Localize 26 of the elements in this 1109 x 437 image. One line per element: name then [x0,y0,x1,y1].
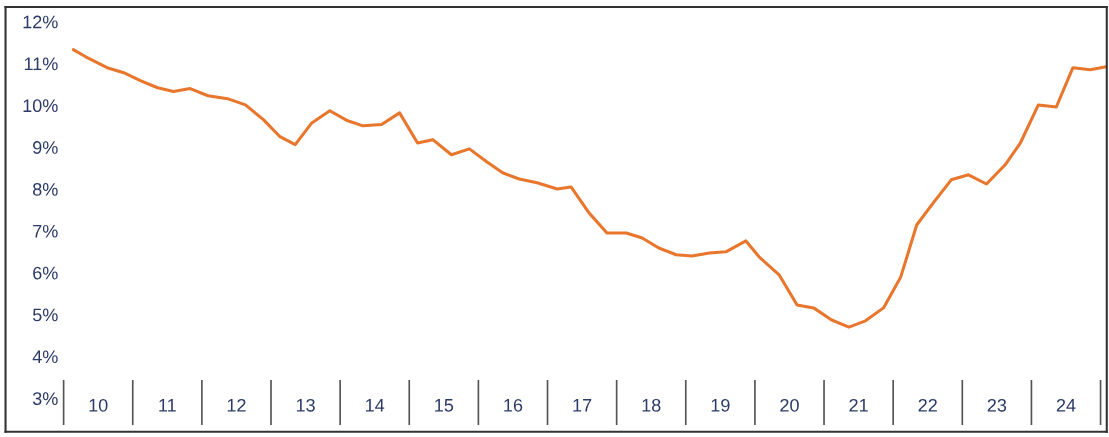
x-tick-label: 17 [573,399,592,412]
y-tick-label: 5% [32,308,58,322]
y-tick-label: 6% [33,266,58,280]
x-tick-label: 11 [159,399,176,412]
x-tick-label: 13 [296,398,315,412]
x-tick-label: 12 [227,398,246,412]
x-tick-label: 14 [366,399,385,412]
x-tick-label: 23 [987,398,1007,412]
y-tick-label: 9% [33,141,58,154]
x-tick-label: 10 [89,398,108,412]
y-tick-label: 7% [33,224,58,238]
x-tick-label: 24 [1056,398,1076,412]
x-tick-label: 20 [780,398,799,412]
y-tick-label: 8% [33,182,58,196]
y-tick-label: 10% [23,99,58,113]
x-tick-label: 16 [504,398,523,412]
x-tick-label: 22 [918,398,937,412]
y-tick-label: 4% [32,350,58,364]
x-tick-label: 18 [642,398,661,412]
x-tick-label: 19 [711,398,730,412]
line-series [71,48,1107,329]
y-tick-label: 3% [32,392,58,405]
y-tick-label: 12% [23,15,58,29]
y-tick-label: 11% [24,57,58,71]
x-tick-label: 21 [849,398,868,412]
x-tick-label: 15 [435,399,454,412]
